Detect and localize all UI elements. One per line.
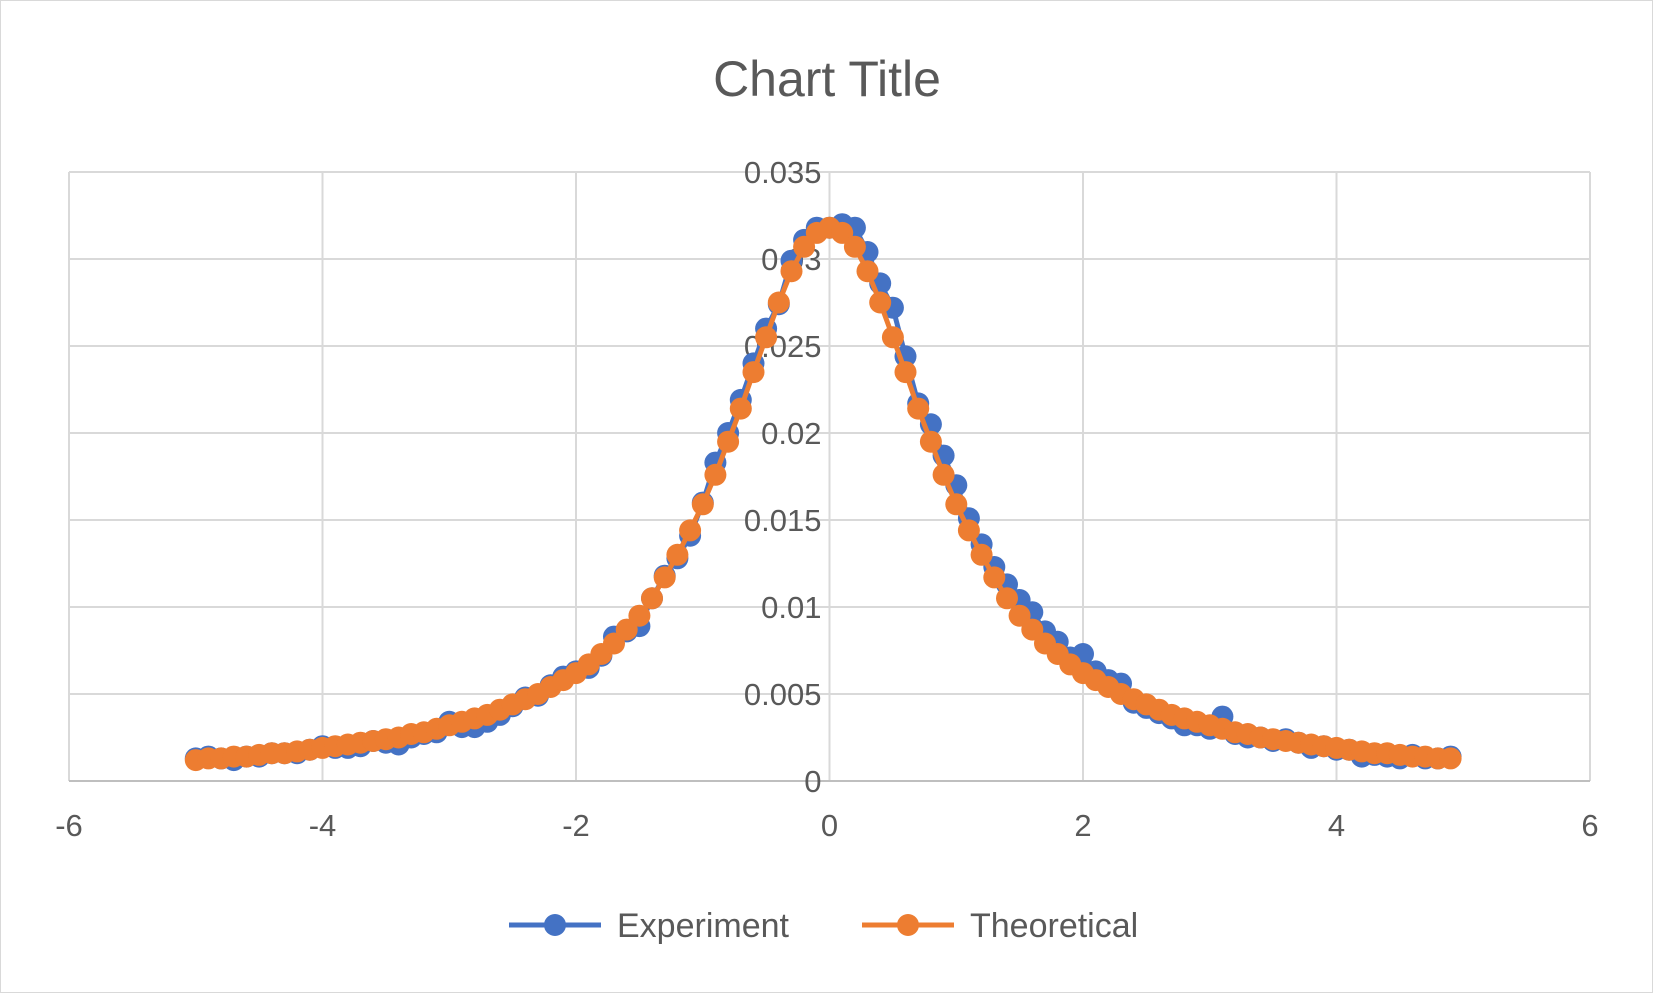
data-point: [996, 587, 1018, 610]
data-point: [780, 260, 803, 283]
data-point: [881, 326, 904, 349]
x-tick-label: 6: [1581, 808, 1598, 843]
data-point: [919, 430, 942, 453]
y-tick-label: 0.015: [744, 503, 822, 538]
data-point: [1021, 618, 1044, 641]
data-point: [603, 632, 625, 655]
x-tick-label: -6: [55, 808, 83, 843]
data-point: [1008, 604, 1031, 627]
data-point: [983, 566, 1006, 589]
data-point: [691, 493, 714, 516]
data-point: [653, 566, 676, 589]
data-point: [957, 519, 980, 542]
series-line: [195, 225, 1451, 763]
data-point: [717, 430, 740, 453]
series-line: [195, 221, 1451, 763]
data-point: [843, 235, 866, 258]
series-experiment: [184, 213, 1462, 772]
data-point: [1439, 747, 1462, 770]
legend-marker: [897, 914, 919, 936]
legend-label: Theoretical: [970, 907, 1138, 945]
x-tick-label: 4: [1328, 808, 1345, 843]
legend-item-experiment: Experiment: [509, 907, 790, 945]
y-tick-label: 0.005: [744, 677, 822, 712]
data-point: [945, 493, 968, 516]
data-point: [793, 235, 816, 258]
y-tick-label: 0.02: [761, 416, 821, 451]
y-tick-label: 0.035: [744, 155, 822, 190]
series: [184, 213, 1462, 772]
x-tick-label: -2: [562, 808, 590, 843]
data-point: [641, 587, 663, 610]
legend: Experiment Theoretical: [509, 907, 1138, 945]
data-point: [932, 463, 955, 486]
legend-label: Experiment: [617, 907, 790, 945]
data-point: [615, 618, 638, 641]
data-point: [907, 397, 930, 420]
data-point: [856, 260, 879, 283]
x-tick-label: 0: [821, 808, 838, 843]
series-theoretical: [184, 216, 1462, 772]
data-point: [894, 361, 917, 384]
data-point: [729, 397, 752, 420]
data-point: [679, 519, 702, 542]
legend-item-theoretical: Theoretical: [862, 907, 1138, 945]
y-tick-label: 0: [804, 764, 821, 799]
x-tick-label: -4: [309, 808, 337, 843]
data-point: [704, 463, 727, 486]
data-point: [869, 291, 892, 314]
data-point: [666, 543, 689, 566]
x-tick-label: 2: [1074, 808, 1091, 843]
chart-title: Chart Title: [713, 51, 941, 107]
legend-marker: [544, 914, 566, 936]
data-point: [767, 291, 790, 314]
y-tick-label: 0.01: [761, 590, 821, 625]
data-point: [755, 326, 778, 349]
data-point: [628, 604, 651, 627]
grid: [68, 171, 1591, 782]
data-point: [831, 221, 854, 244]
data-point: [970, 543, 993, 566]
data-point: [742, 361, 765, 384]
